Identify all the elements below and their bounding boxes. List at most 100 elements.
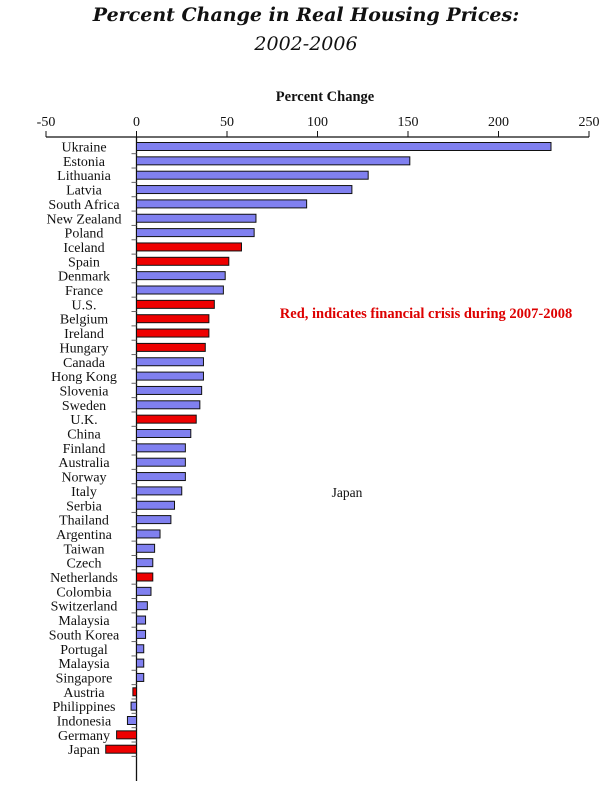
category-label: Spain	[68, 255, 100, 270]
category-label: Indonesia	[57, 715, 112, 730]
bar-argentina	[136, 529, 161, 539]
bar-japan	[105, 744, 138, 754]
bar-lithuania	[136, 170, 369, 180]
category-label: Germany	[58, 729, 110, 744]
category-label: Ukraine	[61, 141, 106, 156]
x-tick-label: 250	[579, 115, 600, 130]
bar-china	[136, 429, 192, 438]
bar-iceland	[136, 242, 242, 252]
category-label: Colombia	[56, 585, 112, 600]
bar-slovenia	[136, 385, 203, 395]
bar-estonia	[136, 156, 411, 166]
category-label: U.S.	[72, 298, 97, 313]
category-label: Latvia	[66, 184, 103, 199]
category-label: Taiwan	[63, 542, 104, 557]
chart-subtitle: 2002-2006	[254, 33, 358, 55]
category-label: Japan	[68, 743, 100, 758]
bar-u-s	[136, 299, 215, 309]
bar-malaysia	[136, 658, 145, 668]
bar-spain	[136, 256, 230, 266]
x-tick-label: 0	[133, 115, 140, 130]
category-label: Australia	[58, 456, 110, 471]
bar-colombia	[136, 586, 152, 596]
category-label: Finland	[63, 442, 106, 457]
bar-latvia	[136, 185, 353, 195]
bar-philippines	[130, 701, 138, 711]
category-label: Singapore	[56, 671, 113, 686]
category-label: Netherlands	[50, 571, 118, 586]
category-label: New Zealand	[46, 212, 121, 227]
category-label: Hungary	[60, 341, 109, 356]
bar-portugal	[136, 644, 145, 654]
bar-czech	[136, 558, 154, 568]
bar-u-k	[136, 414, 197, 424]
category-label: Norway	[61, 471, 106, 486]
category-label: Thailand	[59, 514, 109, 529]
x-axis	[46, 136, 589, 782]
x-axis-label: Percent Change	[276, 89, 375, 105]
x-tick-label: 50	[220, 115, 234, 130]
stray-japan-label: Japan	[332, 485, 363, 500]
bar-switzerland	[136, 601, 148, 611]
bar-indonesia	[126, 716, 137, 725]
bar-malaysia	[136, 615, 147, 625]
category-label: U.K.	[70, 413, 97, 428]
bar-hungary	[136, 342, 206, 352]
category-label: France	[65, 284, 103, 299]
bar-south-korea	[136, 629, 147, 639]
bar-sweden	[136, 400, 201, 410]
category-label: Canada	[63, 356, 106, 371]
x-tick-label: -50	[37, 115, 56, 130]
bar-poland	[136, 228, 255, 238]
chart-title: Percent Change in Real Housing Prices:	[92, 4, 520, 26]
category-label: South Korea	[49, 628, 120, 643]
bar-thailand	[136, 515, 172, 525]
bar-finland	[136, 443, 186, 453]
bar-belgium	[136, 314, 210, 324]
category-label: Denmark	[58, 270, 110, 285]
bar-italy	[136, 486, 183, 496]
category-label: Philippines	[52, 700, 115, 715]
category-label: Switzerland	[51, 600, 118, 615]
category-label: Iceland	[63, 241, 104, 256]
bar-netherlands	[136, 572, 154, 582]
x-axis-ticks: -50 0 50 100 150 200 250	[37, 115, 600, 137]
bar-norway	[136, 472, 186, 482]
bar-hong-kong	[136, 371, 204, 381]
category-label: Belgium	[60, 313, 108, 328]
bar-australia	[136, 457, 186, 467]
bar-taiwan	[136, 543, 156, 553]
category-label: Estonia	[63, 155, 106, 170]
x-tick-label: 150	[398, 115, 419, 130]
bar-austria	[132, 687, 138, 697]
bar-france	[136, 285, 224, 295]
bar-singapore	[136, 672, 145, 682]
bar-serbia	[136, 500, 176, 510]
category-label: Malaysia	[58, 657, 110, 672]
category-label: Ireland	[64, 327, 104, 342]
x-tick-label: 200	[488, 115, 509, 130]
category-label: Argentina	[56, 528, 113, 543]
bar-south-africa	[136, 199, 308, 209]
category-label: Portugal	[60, 643, 108, 658]
category-label: South Africa	[48, 198, 120, 213]
category-label: Poland	[65, 227, 104, 242]
category-label: Sweden	[62, 399, 106, 414]
category-label: Serbia	[66, 499, 103, 514]
bar-new-zealand	[136, 213, 257, 223]
crisis-annotation: Red, indicates financial crisis during 2…	[280, 306, 572, 322]
bar-germany	[116, 730, 137, 740]
x-tick-label: 100	[307, 115, 328, 130]
bars	[105, 142, 552, 757]
bar-ukraine	[136, 142, 552, 151]
category-label: Czech	[67, 557, 102, 572]
category-label: Austria	[63, 686, 105, 701]
category-label: Italy	[71, 485, 97, 500]
category-label: Malaysia	[58, 614, 110, 629]
bar-denmark	[136, 271, 226, 281]
bar-canada	[136, 357, 204, 367]
category-label: China	[67, 428, 101, 443]
category-label: Hong Kong	[51, 370, 117, 385]
category-label: Lithuania	[57, 169, 111, 184]
